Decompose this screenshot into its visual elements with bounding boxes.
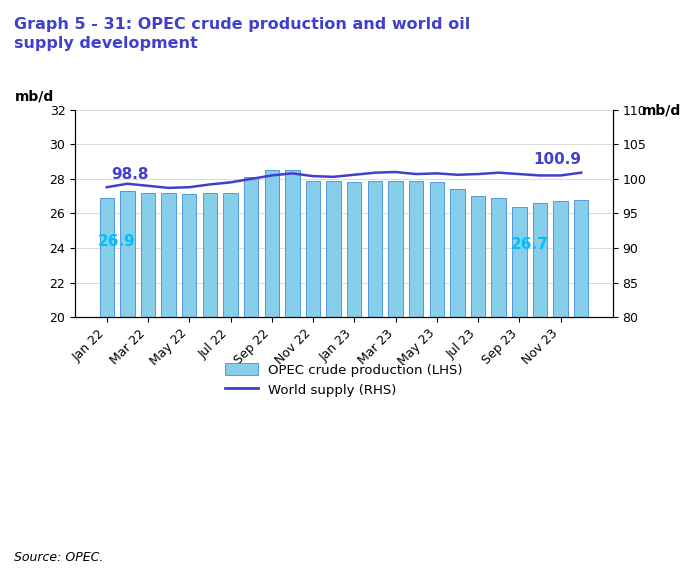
Bar: [182, 194, 196, 570]
Bar: [470, 196, 485, 570]
Bar: [223, 193, 238, 570]
Text: 26.7: 26.7: [511, 237, 548, 252]
Bar: [161, 193, 176, 570]
Y-axis label: mb/d: mb/d: [642, 104, 681, 117]
Bar: [574, 200, 588, 570]
Bar: [141, 193, 155, 570]
Bar: [429, 182, 444, 570]
Bar: [120, 191, 134, 570]
Bar: [409, 181, 423, 570]
Bar: [388, 181, 403, 570]
Text: Graph 5 - 31: OPEC crude production and world oil
supply development: Graph 5 - 31: OPEC crude production and …: [14, 17, 470, 51]
Bar: [285, 170, 299, 570]
Bar: [532, 203, 547, 570]
Text: Source: OPEC.: Source: OPEC.: [14, 551, 103, 564]
Bar: [244, 177, 258, 570]
Text: 26.9: 26.9: [98, 234, 136, 249]
Bar: [306, 181, 320, 570]
Text: 100.9: 100.9: [533, 152, 581, 167]
Bar: [100, 198, 114, 570]
Bar: [491, 198, 506, 570]
Y-axis label: mb/d: mb/d: [15, 89, 54, 104]
Bar: [203, 193, 217, 570]
Bar: [264, 170, 279, 570]
Legend: OPEC crude production (LHS), World supply (RHS): OPEC crude production (LHS), World suppl…: [220, 358, 468, 402]
Bar: [450, 189, 465, 570]
Bar: [347, 182, 361, 570]
Bar: [512, 206, 526, 570]
Text: 98.8: 98.8: [111, 166, 148, 182]
Bar: [367, 181, 382, 570]
Bar: [553, 201, 568, 570]
Bar: [326, 181, 341, 570]
